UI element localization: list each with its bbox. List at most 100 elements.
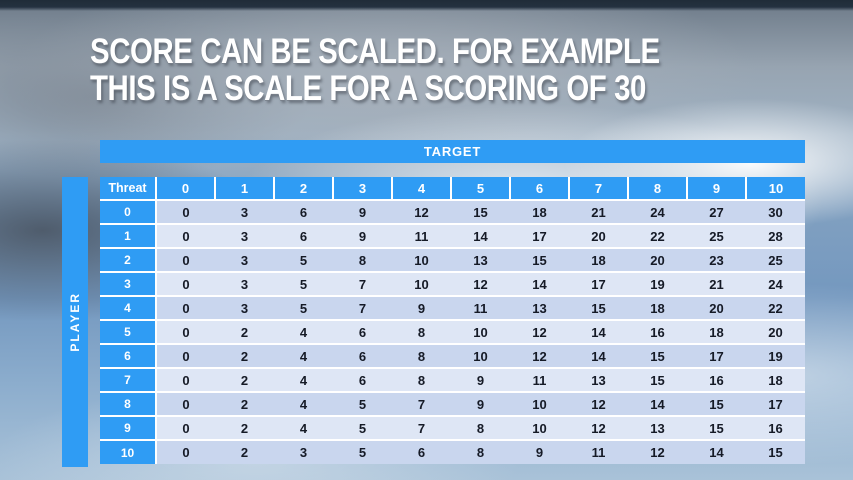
- score-cell: 9: [510, 439, 569, 464]
- score-cell: 20: [569, 223, 628, 248]
- threat-row-header: 0: [100, 199, 157, 224]
- score-cell: 2: [215, 391, 274, 416]
- threat-row-header: 2: [100, 247, 157, 272]
- score-cell: 19: [628, 271, 687, 296]
- score-cell: 8: [333, 247, 392, 272]
- target-col-header: 9: [686, 177, 746, 200]
- threat-row-header: 7: [100, 367, 157, 392]
- score-cell: 0: [156, 199, 215, 224]
- score-cell: 15: [569, 295, 628, 320]
- score-cell: 6: [333, 367, 392, 392]
- score-cell: 10: [392, 247, 451, 272]
- score-cell: 3: [215, 247, 274, 272]
- score-cell: 18: [746, 367, 805, 392]
- score-cell: 15: [451, 199, 510, 224]
- table-row: 8 0 2 4 5 7 9 10 12 14 15 17: [100, 391, 805, 416]
- score-cell: 13: [628, 415, 687, 440]
- threat-row-header: 9: [100, 415, 157, 440]
- score-cell: 28: [746, 223, 805, 248]
- score-cell: 0: [156, 223, 215, 248]
- score-cell: 17: [510, 223, 569, 248]
- score-cell: 0: [156, 295, 215, 320]
- score-cell: 10: [392, 271, 451, 296]
- score-cell: 12: [451, 271, 510, 296]
- score-cell: 0: [156, 271, 215, 296]
- table-row: 3 0 3 5 7 10 12 14 17 19 21 24: [100, 271, 805, 296]
- score-cell: 25: [687, 223, 746, 248]
- score-cell: 14: [451, 223, 510, 248]
- score-cell: 9: [392, 295, 451, 320]
- score-cell: 6: [274, 223, 333, 248]
- table-row: 9 0 2 4 5 7 8 10 12 13 15 16: [100, 415, 805, 440]
- score-cell: 22: [746, 295, 805, 320]
- target-banner: TARGET: [100, 140, 805, 163]
- score-cell: 6: [274, 199, 333, 224]
- score-cell: 0: [156, 391, 215, 416]
- score-cell: 20: [746, 319, 805, 344]
- score-cell: 17: [746, 391, 805, 416]
- header-row: Threat 0 1 2 3 4 5 6 7 8 9 10: [100, 177, 805, 200]
- score-cell: 13: [510, 295, 569, 320]
- score-cell: 13: [451, 247, 510, 272]
- score-cell: 3: [274, 439, 333, 464]
- score-cell: 11: [451, 295, 510, 320]
- score-cell: 21: [569, 199, 628, 224]
- score-cell: 12: [628, 439, 687, 464]
- score-cell: 3: [215, 199, 274, 224]
- score-cell: 21: [687, 271, 746, 296]
- score-cell: 8: [451, 439, 510, 464]
- score-cell: 8: [451, 415, 510, 440]
- score-cell: 15: [628, 367, 687, 392]
- score-cell: 22: [628, 223, 687, 248]
- score-cell: 8: [392, 343, 451, 368]
- table-row: 6 0 2 4 6 8 10 12 14 15 17 19: [100, 343, 805, 368]
- score-cell: 18: [687, 319, 746, 344]
- score-cell: 24: [746, 271, 805, 296]
- score-cell: 12: [569, 391, 628, 416]
- score-cell: 3: [215, 223, 274, 248]
- score-cell: 3: [215, 271, 274, 296]
- score-cell: 19: [746, 343, 805, 368]
- player-axis-label: PLAYER: [68, 292, 82, 352]
- score-cell: 17: [687, 343, 746, 368]
- score-cell: 23: [687, 247, 746, 272]
- score-cell: 2: [215, 367, 274, 392]
- score-cell: 0: [156, 439, 215, 464]
- target-col-header: 1: [214, 177, 274, 200]
- score-cell: 20: [628, 247, 687, 272]
- score-cell: 6: [333, 319, 392, 344]
- score-cell: 5: [333, 391, 392, 416]
- score-cell: 7: [392, 415, 451, 440]
- table-row: 0 0 3 6 9 12 15 18 21 24 27 30: [100, 199, 805, 224]
- score-cell: 11: [510, 367, 569, 392]
- score-cell: 11: [392, 223, 451, 248]
- score-cell: 5: [274, 247, 333, 272]
- score-cell: 15: [687, 415, 746, 440]
- slide-title: SCORE CAN BE SCALED. FOR EXAMPLE THIS IS…: [90, 33, 660, 107]
- score-cell: 27: [687, 199, 746, 224]
- score-cell: 12: [510, 319, 569, 344]
- score-cell: 0: [156, 247, 215, 272]
- table-row: 1 0 3 6 9 11 14 17 20 22 25 28: [100, 223, 805, 248]
- score-cell: 3: [215, 295, 274, 320]
- score-cell: 14: [628, 391, 687, 416]
- threat-row-header: 4: [100, 295, 157, 320]
- target-col-header: 3: [332, 177, 392, 200]
- score-cell: 9: [333, 199, 392, 224]
- score-cell: 0: [156, 319, 215, 344]
- score-cell: 4: [274, 367, 333, 392]
- score-cell: 25: [746, 247, 805, 272]
- target-col-header: 4: [391, 177, 451, 200]
- score-cell: 11: [569, 439, 628, 464]
- score-cell: 4: [274, 343, 333, 368]
- target-col-header: 7: [568, 177, 628, 200]
- score-cell: 16: [628, 319, 687, 344]
- corner-threat-label: Threat: [100, 177, 156, 200]
- threat-row-header: 3: [100, 271, 157, 296]
- score-cell: 5: [333, 415, 392, 440]
- score-cell: 9: [451, 367, 510, 392]
- score-cell: 18: [569, 247, 628, 272]
- score-cell: 9: [451, 391, 510, 416]
- score-cell: 14: [510, 271, 569, 296]
- score-cell: 17: [569, 271, 628, 296]
